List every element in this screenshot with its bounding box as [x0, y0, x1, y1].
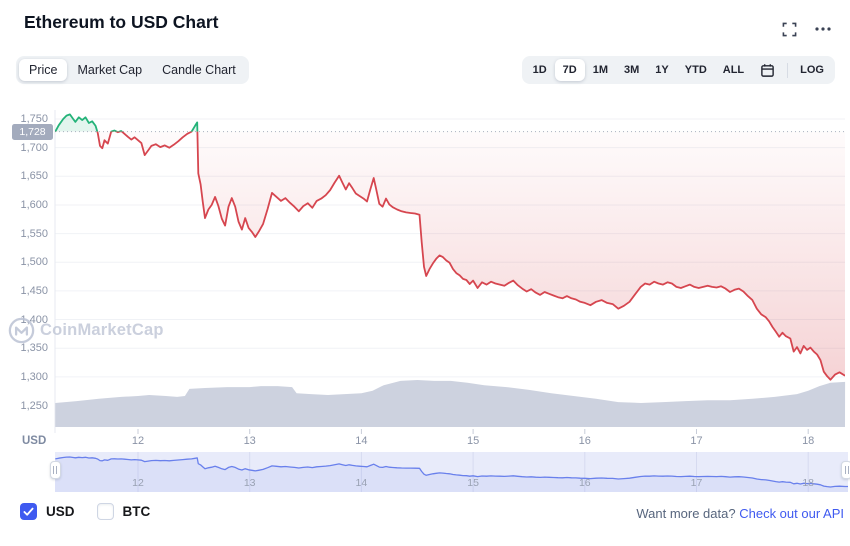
y-axis-label: 1,600	[20, 198, 48, 211]
tab-price[interactable]: Price	[19, 59, 68, 81]
x-axis-label: 12	[131, 435, 145, 447]
api-link[interactable]: Check out our API	[739, 506, 844, 521]
currency-label: USD	[46, 504, 75, 519]
range-1d[interactable]: 1D	[532, 64, 547, 76]
navigator-x-label: 18	[802, 477, 815, 489]
y-axis-label: 1,300	[20, 370, 48, 383]
coinmarketcap-logo-icon	[8, 317, 35, 344]
navigator-left-handle[interactable]	[49, 461, 61, 479]
y-axis-label: 1,700	[20, 141, 48, 154]
navigator-x-label: 14	[355, 477, 368, 489]
currency-label: BTC	[122, 504, 151, 519]
x-axis-label: 15	[466, 435, 480, 447]
navigator-x-label: 17	[690, 477, 703, 489]
range-divider	[787, 62, 789, 78]
range-all[interactable]: ALL	[722, 64, 745, 76]
y-axis-label: 1,650	[20, 170, 48, 183]
checked-checkbox-icon[interactable]	[20, 503, 37, 520]
more-options-icon[interactable]	[814, 20, 832, 38]
chart-type-control: Price Market Cap Candle Chart	[16, 56, 249, 84]
fullscreen-icon[interactable]	[780, 20, 798, 38]
page-title: Ethereum to USD Chart	[24, 12, 219, 32]
api-prompt-text: Want more data?	[636, 506, 736, 521]
range-control: 1D 7D 1M 3M 1Y YTD ALL LOG	[521, 56, 835, 84]
x-axis-label: 18	[802, 435, 815, 447]
navigator-right-handle[interactable]	[841, 461, 850, 479]
y-axis-label: 1,450	[20, 284, 48, 297]
calendar-button[interactable]	[752, 59, 783, 81]
current-price-badge: 1,728	[12, 123, 53, 140]
navigator-x-label: 15	[467, 477, 479, 489]
tab-candle-chart[interactable]: Candle Chart	[162, 63, 236, 77]
y-axis-label: 1,750	[20, 113, 48, 125]
navigator-x-label: 13	[243, 477, 256, 489]
range-1y[interactable]: 1Y	[655, 64, 669, 76]
currency-toggle-row: USD BTC	[20, 503, 150, 520]
x-axis-label: 14	[355, 435, 368, 447]
range-3m[interactable]: 3M	[624, 64, 640, 76]
y-axis-label: 1,500	[20, 256, 48, 269]
y-axis-label: 1,550	[20, 227, 48, 240]
header-icons	[780, 20, 832, 38]
y-axis-label: 1,350	[20, 342, 48, 355]
tab-market-cap[interactable]: Market Cap	[77, 63, 143, 77]
range-1m[interactable]: 1M	[592, 64, 609, 76]
watermark-text: CoinMarketCap	[40, 321, 164, 339]
currency-checkbox-usd[interactable]: USD	[20, 503, 75, 520]
range-7d[interactable]: 7D	[554, 59, 585, 81]
x-axis-label: 16	[578, 435, 591, 447]
x-axis-label: 13	[243, 435, 256, 447]
api-prompt: Want more data? Check out our API	[636, 506, 844, 521]
log-scale-button[interactable]: LOG	[800, 64, 824, 76]
range-tabs: 1D 7D 1M 3M 1Y YTD ALL	[525, 59, 753, 81]
range-ytd[interactable]: YTD	[684, 64, 707, 76]
coinmarketcap-watermark: CoinMarketCap	[8, 317, 164, 344]
navigator-x-label: 12	[132, 477, 144, 489]
currency-checkbox-btc[interactable]: BTC	[96, 503, 151, 520]
y-axis-label: 1,400	[20, 313, 48, 326]
y-axis-label: 1,250	[20, 399, 48, 412]
unchecked-checkbox-icon[interactable]	[96, 503, 114, 520]
y-axis-unit-label: USD	[22, 435, 47, 447]
navigator-x-label: 16	[578, 477, 591, 489]
x-axis-label: 17	[690, 435, 703, 447]
